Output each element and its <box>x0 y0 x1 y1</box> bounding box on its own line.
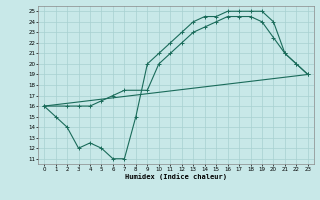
X-axis label: Humidex (Indice chaleur): Humidex (Indice chaleur) <box>125 173 227 180</box>
